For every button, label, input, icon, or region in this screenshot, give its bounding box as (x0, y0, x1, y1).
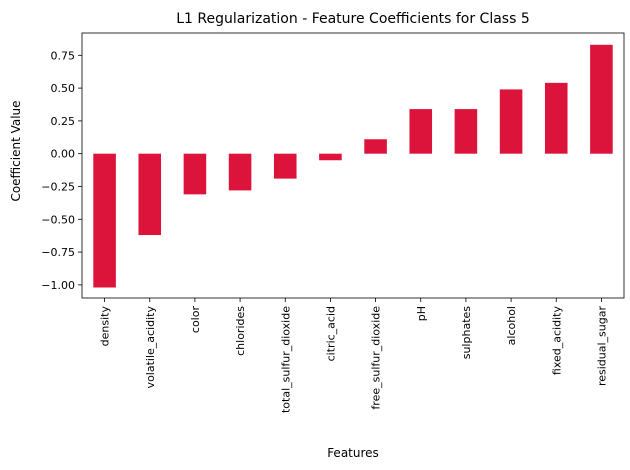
chart-title: L1 Regularization - Feature Coefficients… (176, 11, 529, 27)
x-tick-label: alcohol (505, 306, 518, 345)
y-axis-label: Coefficient Value (9, 100, 23, 201)
bar (228, 153, 252, 191)
bar (590, 44, 613, 154)
y-tick-label: −0.75 (41, 246, 75, 259)
x-tick-label: total_sulfur_dioxide (279, 306, 292, 413)
y-tick-label: 0.75 (51, 49, 76, 62)
bar (138, 153, 162, 236)
x-tick-label: free_sulfur_dioxide (370, 306, 383, 410)
plot-area: −1.00 −0.75 −0.50 −0.25 0.00 0.25 0.50 0.75 dens… (41, 32, 625, 413)
x-axis-label: Features (327, 446, 379, 460)
plot-frame (81, 32, 625, 299)
bar (454, 109, 478, 154)
bar (93, 153, 116, 288)
bar (409, 109, 433, 154)
y-tick-label: 0.25 (51, 115, 76, 128)
x-tick-label: citric_acid (324, 306, 337, 361)
y-tick-label: 0.00 (51, 148, 76, 161)
x-tick-label: color (189, 306, 202, 334)
x-tick-label: residual_sugar (595, 306, 608, 387)
bar (319, 153, 342, 161)
x-tick-label: chlorides (234, 306, 247, 356)
y-tick-label: −0.25 (41, 180, 75, 193)
x-tick-label: fixed_acidity (550, 306, 563, 376)
x-tick-label: volatile_acidity (144, 306, 157, 389)
bar (544, 82, 568, 154)
bar (499, 89, 523, 154)
x-tick-label: pH (415, 306, 428, 321)
y-tick-label: −1.00 (41, 279, 75, 292)
bar (273, 153, 297, 179)
bar (364, 139, 387, 154)
y-tick-label: −0.50 (41, 213, 75, 226)
x-tick-label: density (99, 306, 112, 347)
bar (183, 153, 207, 195)
x-tick-label: sulphates (460, 306, 473, 360)
y-tick-label: 0.50 (51, 82, 76, 95)
